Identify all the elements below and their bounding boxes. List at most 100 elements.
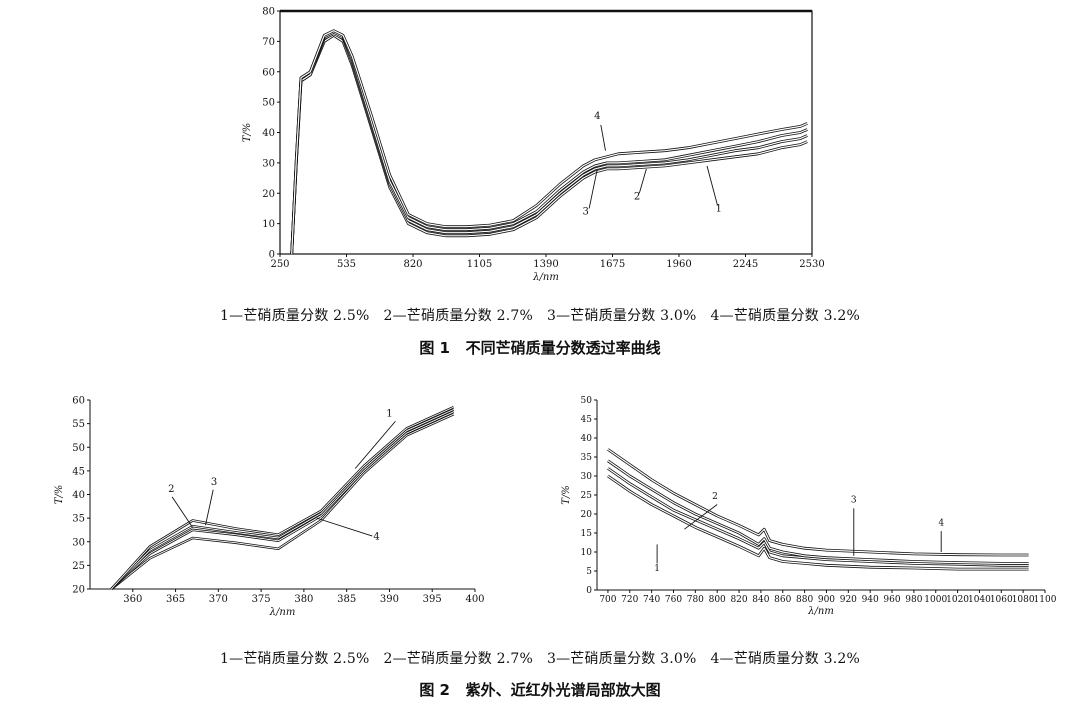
y-tick-label: 60 [72,396,85,407]
y-tick-label: 30 [581,472,593,482]
leader-line-3 [588,168,598,209]
series-line-3-gap [111,409,454,590]
x-axis-label: λ/nm [532,272,559,283]
x-tick-label: 390 [380,594,399,605]
x-tick-label: 380 [294,594,313,605]
series-line-2-outer [110,410,455,590]
figure-1-chart: 250 535 820 1105 1390 1675 1960 2245 25300102030… [242,7,825,284]
y-tick-label: 25 [72,561,85,572]
series-annotation-2: 2 [712,492,718,502]
figure-1-caption: 图 1 不同芒硝质量分数透过率曲线 [419,339,661,357]
x-tick-label: 840 [752,595,769,605]
x-tick-label: 535 [337,259,356,270]
x-tick-label: 820 [730,595,747,605]
x-tick-label: 980 [905,595,922,605]
x-tick-label: 1105 [467,259,492,270]
x-tick-label: 1390 [533,259,558,270]
y-axis-label: T/% [54,485,65,505]
y-tick-label: 10 [262,219,275,230]
series-line-1-gap [291,34,808,255]
y-tick-label: 5 [586,567,592,577]
series-line-1-gap [607,475,1029,570]
x-tick-label: 960 [883,595,900,605]
series-line-3-gap [607,460,1029,564]
y-tick-label: 30 [72,537,85,548]
x-tick-label: 1080 [1012,595,1035,605]
y-axis-label: T/% [242,123,253,143]
y-tick-label: 80 [262,7,275,18]
x-axis-label: λ/nm [269,607,296,618]
series-annotation-3: 3 [851,496,857,506]
series-line-4-gap [111,406,454,590]
leader-line-1 [354,420,396,469]
x-tick-label: 1060 [990,595,1013,605]
series-annotation-3: 3 [211,477,217,488]
series-annotation-4: 4 [373,531,379,542]
x-tick-label: 900 [818,595,835,605]
x-tick-label: 1960 [666,259,691,270]
leader-line-2 [171,496,194,528]
y-tick-label: 25 [581,491,593,501]
x-tick-label: 395 [423,594,442,605]
x-tick-label: 820 [403,259,422,270]
y-tick-label: 35 [581,453,593,463]
figure-2-legend: 1—芒硝质量分数 2.5% 2—芒硝质量分数 2.7% 3—芒硝质量分数 3.0… [220,651,860,667]
y-tick-label: 0 [269,250,275,261]
series-annotation-2: 2 [634,191,640,202]
figure-2-left-chart: 360 365 370 375 380 385 390 395 4002025303540455… [54,396,485,619]
leader-line-2 [638,168,647,194]
figure-2-right-chart: 700 720 740 760 780 800 820 840 860 880 900 920 940 9… [561,396,1057,617]
y-tick-label: 10 [581,548,593,558]
x-tick-label: 720 [621,595,638,605]
x-tick-label: 1040 [968,595,991,605]
x-tick-label: 1675 [600,259,625,270]
series-line-2-gap [111,411,454,590]
x-tick-label: 880 [796,595,813,605]
y-tick-label: 40 [262,128,275,139]
x-tick-label: 1100 [1034,595,1057,605]
y-tick-label: 45 [581,415,593,425]
series-annotation-1: 1 [715,203,721,214]
x-tick-label: 365 [166,594,185,605]
y-tick-label: 20 [72,585,85,596]
y-tick-label: 15 [581,529,593,539]
y-axis-label: T/% [561,485,572,505]
y-tick-label: 50 [262,98,275,109]
series-annotation-1: 1 [654,564,660,574]
x-tick-label: 375 [252,594,271,605]
y-tick-label: 20 [581,510,593,520]
series-line-1-outer [290,33,808,255]
series-line-3-outer [290,30,808,255]
x-tick-label: 370 [209,594,228,605]
leader-line-4 [316,517,373,537]
y-tick-label: 50 [581,396,593,406]
y-tick-label: 20 [262,189,275,200]
series-annotation-1: 1 [386,409,392,420]
x-tick-label: 2245 [733,259,758,270]
y-tick-label: 45 [72,466,85,477]
x-tick-label: 740 [643,595,660,605]
series-line-4-outer [290,29,808,255]
y-tick-label: 60 [262,67,275,78]
leader-line-2 [684,504,718,530]
plot-frame [279,10,813,255]
figure-2-caption: 图 2 紫外、近红外光谱局部放大图 [419,681,661,699]
series-line-2-gap [291,33,808,255]
y-tick-label: 30 [262,158,275,169]
x-tick-label: 940 [862,595,879,605]
x-tick-label: 1000 [924,595,947,605]
series-line-4-gap [291,30,808,255]
leader-line-1 [706,165,718,206]
x-tick-label: 780 [687,595,704,605]
figure-1-legend: 1—芒硝质量分数 2.5% 2—芒硝质量分数 2.7% 3—芒硝质量分数 3.0… [220,308,860,324]
series-line-3-gap [291,31,808,255]
y-tick-label: 70 [262,37,275,48]
y-tick-label: 40 [72,490,85,501]
x-tick-label: 700 [599,595,616,605]
y-tick-label: 35 [72,514,85,525]
x-tick-label: 360 [123,594,142,605]
y-tick-label: 50 [72,443,85,454]
y-tick-label: 0 [586,586,592,596]
series-annotation-2: 2 [168,484,174,495]
